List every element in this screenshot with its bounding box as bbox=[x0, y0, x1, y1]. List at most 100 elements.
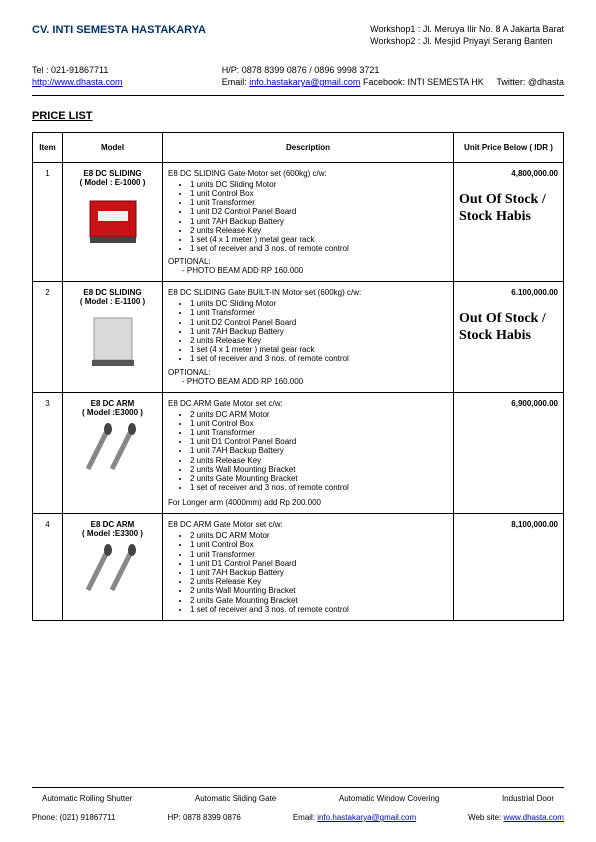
desc-list: 1 units DC Sliding Motor1 unit Transform… bbox=[190, 299, 448, 363]
list-item: 2 units Wall Mounting Bracket bbox=[190, 465, 448, 474]
item-cell: 3 bbox=[33, 392, 63, 514]
model-num: ( Model : E-1000 ) bbox=[68, 178, 157, 187]
list-item: 1 unit Transformer bbox=[190, 428, 448, 437]
list-item: 2 units DC ARM Motor bbox=[190, 531, 448, 540]
footer-email: Email: info.hastakarya@gmail.com bbox=[293, 813, 416, 822]
list-item: 2 units Gate Mounting Bracket bbox=[190, 474, 448, 483]
optional-line: - PHOTO BEAM ADD RP 160.000 bbox=[182, 377, 448, 386]
th-model: Model bbox=[63, 132, 163, 162]
price: 6,900,000.00 bbox=[459, 399, 558, 408]
list-item: 1 set of receiver and 3 nos. of remote c… bbox=[190, 244, 448, 253]
model-num: ( Model : E-1100 ) bbox=[68, 297, 157, 306]
model-num: ( Model :E3000 ) bbox=[68, 408, 157, 417]
email-link[interactable]: info.hastakarya@gmail.com bbox=[249, 77, 360, 87]
footer-email-link[interactable]: info.hastakarya@gmail.com bbox=[317, 813, 416, 822]
list-item: 1 unit D1 Control Panel Board bbox=[190, 437, 448, 446]
list-item: 1 unit Transformer bbox=[190, 308, 448, 317]
desc-cell: E8 DC SLIDING Gate Motor set (600kg) c/w… bbox=[163, 162, 454, 282]
list-item: 1 unit Transformer bbox=[190, 198, 448, 207]
tel: Tel : 021-91867711 bbox=[32, 65, 123, 77]
price-list-title: PRICE LIST bbox=[32, 110, 564, 122]
desc-list: 2 units DC ARM Motor1 unit Control Box1 … bbox=[190, 531, 448, 614]
footer-web: Web site: www.dhasta.com bbox=[468, 813, 564, 822]
contact-right: H/P: 0878 8399 0876 / 0896 9998 3721 Ema… bbox=[222, 65, 564, 88]
workshops: Workshop1 : Jl. Meruya Ilir No. 8 A Jaka… bbox=[370, 24, 564, 47]
table-row: 1E8 DC SLIDING( Model : E-1000 )E8 DC SL… bbox=[33, 162, 564, 282]
desc-list: 1 units DC Sliding Motor1 unit Control B… bbox=[190, 180, 448, 254]
contact-row: Tel : 021-91867711 http://www.dhasta.com… bbox=[32, 65, 564, 88]
list-item: 2 units DC ARM Motor bbox=[190, 410, 448, 419]
price: 6.100,000.00 bbox=[459, 288, 558, 297]
list-item: 2 units Release Key bbox=[190, 577, 448, 586]
out-of-stock: Out Of Stock / Stock Habis bbox=[459, 192, 558, 226]
model-name: E8 DC ARM bbox=[68, 520, 157, 529]
list-item: 1 set of receiver and 3 nos. of remote c… bbox=[190, 354, 448, 363]
fb-label: Facebook: INTI SEMESTA HK bbox=[360, 77, 483, 87]
footer-hp: HP: 0878 8399 0876 bbox=[167, 813, 240, 822]
list-item: 1 set (4 x 1 meter ) metal gear rack bbox=[190, 345, 448, 354]
list-item: 1 unit D2 Control Panel Board bbox=[190, 207, 448, 216]
model-name: E8 DC SLIDING bbox=[68, 169, 157, 178]
list-item: 1 unit D2 Control Panel Board bbox=[190, 318, 448, 327]
email-line: Email: info.hastakarya@gmail.com Faceboo… bbox=[222, 77, 564, 89]
list-item: 2 units Wall Mounting Bracket bbox=[190, 586, 448, 595]
product-image bbox=[68, 423, 157, 475]
item-cell: 1 bbox=[33, 162, 63, 282]
model-cell: E8 DC ARM( Model :E3300 ) bbox=[63, 514, 163, 621]
price-cell: 4,800,000.00 Out Of Stock / Stock Habis bbox=[454, 162, 564, 282]
list-item: 2 units Release Key bbox=[190, 336, 448, 345]
list-item: 1 unit Transformer bbox=[190, 550, 448, 559]
th-desc: Description bbox=[163, 132, 454, 162]
table-row: 2E8 DC SLIDING( Model : E-1100 )E8 DC SL… bbox=[33, 282, 564, 392]
list-item: 1 unit Control Box bbox=[190, 540, 448, 549]
model-cell: E8 DC ARM( Model :E3000 ) bbox=[63, 392, 163, 514]
list-item: 1 unit 7AH Backup Battery bbox=[190, 446, 448, 455]
header: CV. INTI SEMESTA HASTAKARYA Workshop1 : … bbox=[32, 24, 564, 47]
table-row: 4E8 DC ARM( Model :E3300 )E8 DC ARM Gate… bbox=[33, 514, 564, 621]
list-item: 2 units Gate Mounting Bracket bbox=[190, 596, 448, 605]
twitter: Twitter: @dhasta bbox=[496, 77, 564, 87]
footer-contacts: Phone: (021) 91867711 HP: 0878 8399 0876… bbox=[32, 813, 564, 822]
list-item: 1 set (4 x 1 meter ) metal gear rack bbox=[190, 235, 448, 244]
desc-head: E8 DC SLIDING Gate Motor set (600kg) c/w… bbox=[168, 169, 448, 178]
price: 4,800,000.00 bbox=[459, 169, 558, 178]
list-item: 2 units Release Key bbox=[190, 456, 448, 465]
divider bbox=[32, 95, 564, 96]
contact-left: Tel : 021-91867711 http://www.dhasta.com bbox=[32, 65, 123, 88]
desc-cell: E8 DC ARM Gate Motor set c/w: 2 units DC … bbox=[163, 392, 454, 514]
out-of-stock: Out Of Stock / Stock Habis bbox=[459, 311, 558, 345]
optional-line: - PHOTO BEAM ADD RP 160.000 bbox=[182, 266, 448, 275]
price-cell: 6,900,000.00 bbox=[454, 392, 564, 514]
footer: Automatic Rolling Shutter Automatic Slid… bbox=[32, 787, 564, 822]
list-item: 1 units DC Sliding Motor bbox=[190, 299, 448, 308]
price-cell: 6.100,000.00 Out Of Stock / Stock Habis bbox=[454, 282, 564, 392]
list-item: 1 units DC Sliding Motor bbox=[190, 180, 448, 189]
list-item: 1 unit Control Box bbox=[190, 419, 448, 428]
footer-phone: Phone: (021) 91867711 bbox=[32, 813, 115, 822]
cat: Automatic Window Covering bbox=[339, 794, 439, 803]
list-item: 1 unit D1 Control Panel Board bbox=[190, 559, 448, 568]
footer-categories: Automatic Rolling Shutter Automatic Slid… bbox=[32, 794, 564, 803]
price: 8,100,000.00 bbox=[459, 520, 558, 529]
workshop2: Workshop2 : Jl. Mesjid Priyayi Serang Ba… bbox=[370, 36, 564, 48]
product-image bbox=[68, 544, 157, 596]
desc-list: 2 units DC ARM Motor1 unit Control Box1 … bbox=[190, 410, 448, 493]
price-cell: 8,100,000.00 bbox=[454, 514, 564, 621]
desc-cell: E8 DC ARM Gate Motor set c/w:2 units DC … bbox=[163, 514, 454, 621]
list-item: 1 unit 7AH Backup Battery bbox=[190, 217, 448, 226]
desc-cell: E8 DC SLIDING Gate BUILT-IN Motor set (6… bbox=[163, 282, 454, 392]
model-cell: E8 DC SLIDING( Model : E-1100 ) bbox=[63, 282, 163, 392]
list-item: 1 set of receiver and 3 nos. of remote c… bbox=[190, 605, 448, 614]
list-item: 1 unit 7AH Backup Battery bbox=[190, 327, 448, 336]
desc-head: E8 DC ARM Gate Motor set c/w: bbox=[168, 399, 448, 408]
cat: Industrial Door bbox=[502, 794, 554, 803]
optional-label: OPTIONAL: bbox=[168, 257, 448, 266]
model-cell: E8 DC SLIDING( Model : E-1000 ) bbox=[63, 162, 163, 282]
website-link[interactable]: http://www.dhasta.com bbox=[32, 77, 123, 87]
list-item: 2 units Release Key bbox=[190, 226, 448, 235]
list-item: 1 unit Control Box bbox=[190, 189, 448, 198]
footer-web-link[interactable]: www.dhasta.com bbox=[504, 813, 564, 822]
price-table: Item Model Description Unit Price Below … bbox=[32, 132, 564, 621]
workshop1: Workshop1 : Jl. Meruya Ilir No. 8 A Jaka… bbox=[370, 24, 564, 36]
email-label: Email: bbox=[222, 77, 250, 87]
